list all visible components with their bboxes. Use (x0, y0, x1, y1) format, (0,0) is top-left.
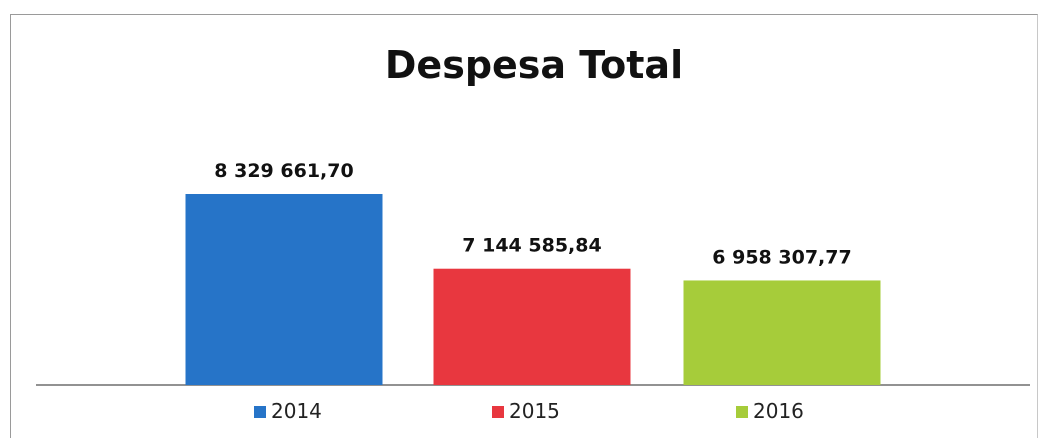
legend-swatch-2014 (254, 406, 266, 418)
value-label-2015: 7 144 585,84 (462, 235, 601, 257)
legend-swatch-2015 (492, 406, 504, 418)
legend-label-2014: 2014 (271, 399, 322, 423)
legend: 2014 2015 2016 (254, 399, 804, 423)
legend-swatch-2016 (736, 406, 748, 418)
bar-2014 (185, 194, 383, 385)
value-label-2016: 6 958 307,77 (712, 246, 851, 268)
value-labels-group: 8 329 661,70 7 144 585,84 6 958 307,77 (214, 160, 851, 268)
bar-2015 (433, 268, 631, 385)
bar-2016 (683, 280, 881, 385)
chart-title: Despesa Total (385, 43, 683, 87)
legend-label-2016: 2016 (753, 399, 804, 423)
legend-label-2015: 2015 (509, 399, 560, 423)
bars-group (185, 194, 881, 385)
value-label-2014: 8 329 661,70 (214, 160, 353, 182)
